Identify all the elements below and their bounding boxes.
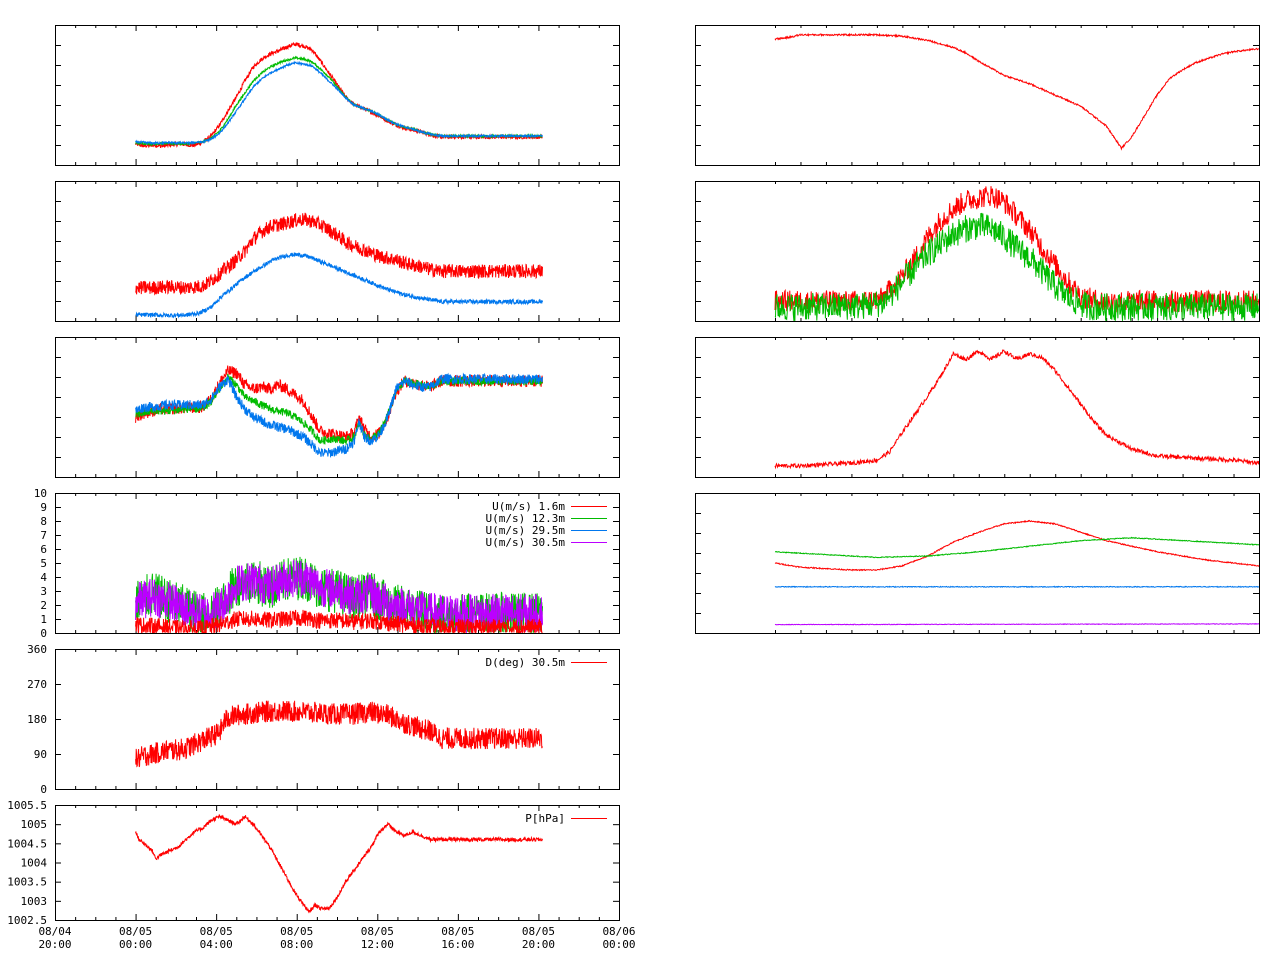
x-tick-time: 08:00 — [280, 938, 313, 951]
series-line-humidity-0 — [135, 212, 543, 296]
series-line-humidity-3-2 — [135, 372, 543, 458]
x-tick-date: 08/05 — [361, 925, 394, 938]
y-tick-label: 1005.5 — [7, 799, 47, 812]
series-line-radiation-0 — [774, 186, 1259, 314]
y-tick-label: 270 — [27, 678, 47, 691]
x-tick-marks — [55, 337, 620, 478]
panel-wind-direction: 0 90 180 270 360 D(deg) 30.5m — [27, 643, 620, 796]
legend-label: D(deg) 30.5m — [486, 656, 566, 669]
series-line-right-panel-4-3 — [774, 622, 1259, 626]
y-tick-label: 4 — [40, 571, 47, 584]
x-tick-marks — [695, 25, 1260, 166]
y-tick-label: 1002.5 — [7, 914, 47, 927]
y-tick-label: 1 — [40, 613, 47, 626]
x-tick-time: 00:00 — [119, 938, 152, 951]
panel-humidity-3 — [55, 337, 620, 478]
y-tick-label: 5 — [40, 557, 47, 570]
x-tick-date: 08/05 — [200, 925, 233, 938]
series-line-temperature-1 — [135, 55, 543, 147]
x-tick-time: 20:00 — [38, 938, 71, 951]
panel-frame — [55, 649, 620, 790]
x-tick-time: 12:00 — [361, 938, 394, 951]
y-tick-label: 1004.5 — [7, 837, 47, 850]
x-tick-marks — [55, 493, 620, 634]
y-tick-label: 2 — [40, 599, 47, 612]
legend-label: U(m/s) 12.3m — [486, 512, 566, 525]
series-line-pressure-0 — [135, 813, 543, 914]
x-tick-marks — [55, 649, 620, 790]
x-tick-date: 08/05 — [119, 925, 152, 938]
legend-label: P[hPa] — [525, 812, 565, 825]
legend-label: U(m/s) 1.6m — [492, 500, 565, 513]
y-tick-label: 6 — [40, 543, 47, 556]
panel-frame — [695, 337, 1260, 478]
panel-right-panel-4 — [695, 493, 1260, 634]
y-tick-label: 3 — [40, 585, 47, 598]
x-tick-marks — [55, 805, 620, 921]
y-tick-label: 7 — [40, 529, 47, 542]
panel-radiation — [695, 181, 1260, 322]
y-tick-label: 8 — [40, 515, 47, 528]
x-tick-marks — [55, 25, 620, 166]
panel-frame — [695, 181, 1260, 322]
x-tick-marks — [695, 493, 1260, 634]
series-line-right-panel-4-2 — [774, 585, 1259, 589]
x-tick-marks — [55, 181, 620, 322]
series-line-wind-direction-0 — [135, 700, 543, 768]
y-tick-label: 1003 — [21, 895, 48, 908]
series-line-temperature-2 — [135, 60, 543, 146]
y-tick-label: 9 — [40, 501, 47, 514]
x-tick-marks — [695, 181, 1260, 322]
x-tick-date: 08/06 — [602, 925, 635, 938]
series-line-right-panel-4-1 — [774, 536, 1259, 559]
panel-right-panel-3 — [695, 337, 1260, 478]
y-tick-label: 1004 — [21, 857, 48, 870]
series-line-wind-speed-1 — [135, 559, 543, 633]
x-tick-date: 08/05 — [280, 925, 313, 938]
series-line-right-panel-1-0 — [774, 32, 1259, 151]
panel-humidity — [55, 181, 620, 322]
legend-label: U(m/s) 29.5m — [486, 524, 566, 537]
panel-frame — [695, 25, 1260, 166]
series-line-radiation-1 — [774, 212, 1259, 321]
y-tick-label: 0 — [40, 783, 47, 796]
x-tick-date: 08/04 — [38, 925, 71, 938]
x-tick-time: 00:00 — [602, 938, 635, 951]
y-tick-label: 1005 — [21, 818, 48, 831]
series-line-wind-speed-2 — [135, 609, 543, 633]
x-tick-marks — [695, 337, 1260, 478]
series-line-humidity-1 — [135, 252, 543, 319]
panel-pressure: 1002.5 1003 1003.5 1004 1004.5 1005 1005.5 08/0… — [7, 799, 635, 951]
y-tick-label: 10 — [34, 487, 47, 500]
x-tick-time: 04:00 — [200, 938, 233, 951]
x-tick-date: 08/05 — [441, 925, 474, 938]
legend-label: U(m/s) 30.5m — [486, 536, 566, 549]
series-line-temperature-0 — [135, 41, 543, 149]
y-tick-label: 360 — [27, 643, 47, 656]
x-tick-time: 16:00 — [441, 938, 474, 951]
panel-temperature — [55, 25, 620, 166]
series-line-right-panel-3-0 — [774, 349, 1259, 470]
panel-frame — [695, 493, 1260, 634]
y-tick-label: 1003.5 — [7, 876, 47, 889]
y-tick-label: 90 — [34, 748, 47, 761]
y-tick-label: 0 — [40, 627, 47, 640]
panel-right-panel-1 — [695, 25, 1260, 166]
series-line-right-panel-4-0 — [774, 519, 1259, 572]
x-tick-date: 08/05 — [522, 925, 555, 938]
x-tick-time: 20:00 — [522, 938, 555, 951]
y-tick-label: 180 — [27, 713, 47, 726]
